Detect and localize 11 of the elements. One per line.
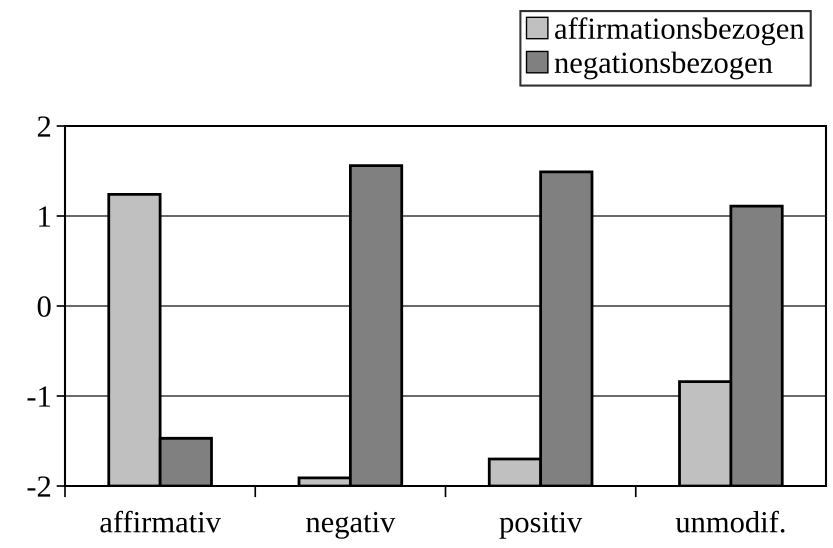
y-tick-label: -1 xyxy=(27,386,50,407)
y-tick-label: 1 xyxy=(39,206,50,227)
x-tick-label: positiv xyxy=(500,512,582,539)
y-tick-label: -2 xyxy=(27,476,50,497)
legend-label: affirmationsbezogen xyxy=(555,17,804,46)
legend-label: negationsbezogen xyxy=(554,52,772,80)
x-tick-label: unmodif. xyxy=(676,510,784,533)
x-tick-label: affirmativ xyxy=(100,510,221,533)
x-tick-label: negativ xyxy=(306,512,396,539)
y-tick-label: 0 xyxy=(38,296,51,317)
y-tick-label: 2 xyxy=(38,116,50,137)
